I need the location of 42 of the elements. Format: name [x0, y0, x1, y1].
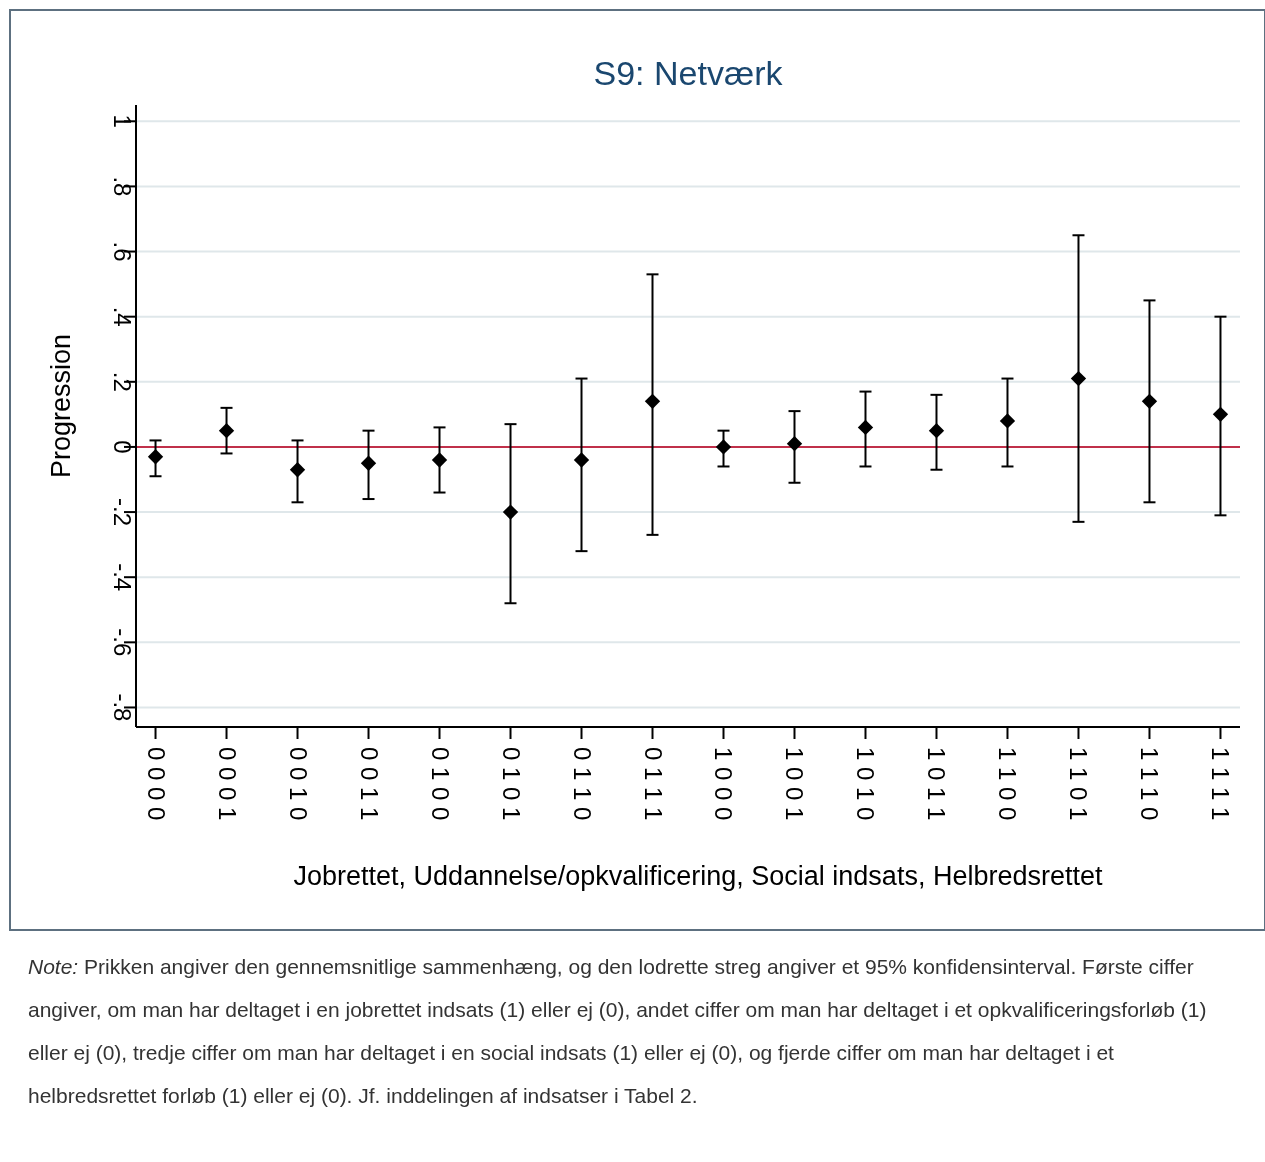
y-tick-label: -.8	[109, 693, 136, 722]
x-tick-label: 0 1 1 1	[639, 747, 667, 821]
chart-title: S9: Netværk	[593, 54, 784, 92]
x-tick-label: 0 0 1 0	[284, 747, 312, 821]
point	[1141, 393, 1158, 410]
point	[431, 452, 448, 468]
x-tick-label: 1 1 1 0	[1136, 747, 1164, 821]
point	[1212, 406, 1229, 423]
x-tick-label: 1 1 0 0	[994, 747, 1022, 821]
point	[147, 449, 164, 465]
point	[644, 393, 661, 410]
point	[360, 455, 377, 471]
x-tick-label: 1 0 1 0	[852, 747, 880, 821]
x-tick-label: 0 1 0 0	[426, 747, 454, 821]
point	[857, 419, 874, 436]
x-tick-label: 1 1 0 1	[1065, 747, 1093, 821]
x-tick-label: 1 0 0 1	[781, 747, 809, 821]
point	[573, 452, 590, 468]
x-tick-label: 0 0 0 1	[213, 747, 241, 821]
y-tick-label: -.4	[109, 563, 136, 592]
point	[715, 439, 732, 455]
x-tick-label: 1 0 0 0	[710, 747, 738, 821]
point	[289, 462, 306, 478]
point	[218, 422, 235, 439]
x-axis-title: Jobrettet, Uddannelse/opkvalificering, Social indsats, Helbredsrettet	[293, 861, 1103, 891]
point	[928, 422, 945, 439]
y-tick-label: -.6	[109, 628, 136, 657]
point	[502, 504, 519, 520]
y-tick-label: .4	[109, 306, 136, 327]
y-tick-label: 0	[109, 440, 136, 454]
y-axis-title: Progression	[46, 333, 76, 479]
x-tick-label: 1 1 1 1	[1207, 747, 1235, 821]
x-tick-label: 1 0 1 1	[923, 747, 951, 821]
x-tick-label: 0 1 0 1	[497, 747, 525, 821]
x-tick-label: 0 0 0 0	[142, 747, 170, 821]
x-tick-label: 0 0 1 1	[355, 747, 383, 821]
y-tick-label: -.2	[109, 498, 136, 527]
point	[786, 436, 803, 452]
text: Note: Prikken angiver den gennemsnitlige sammenhæng, og den lodrette streg angiver et 95% konfidensinterval. Første ciffer angiver, om man har deltaget i en jobrettet indsats (1) eller ej (0), andet ciffer om man har deltaget i et opkvalificeringsforløb (1) eller ej (0), tredje ciffer om man har deltaget i en social indsats (1) eller ej (0), og fjerde ciffer om man har deltaget i et helbredsrettet forløb (1) eller ej (0). Jf. inddelingen af indsatser i Tabel 2.	[28, 954, 1208, 1109]
x-tick-label: 0 1 1 0	[568, 747, 596, 821]
point	[1070, 370, 1087, 387]
point	[999, 413, 1016, 429]
